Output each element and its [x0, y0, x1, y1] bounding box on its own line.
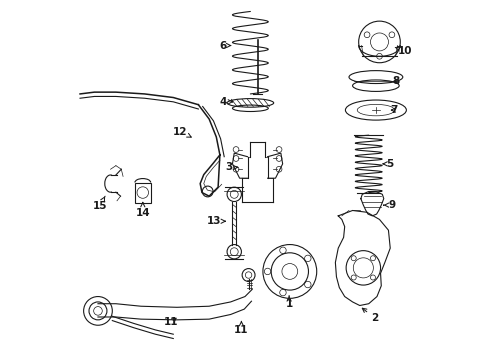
Bar — [135, 183, 151, 203]
Text: 9: 9 — [384, 200, 395, 210]
Text: 11: 11 — [164, 317, 179, 327]
Text: 7: 7 — [390, 105, 397, 115]
Text: 10: 10 — [395, 46, 413, 56]
Text: 12: 12 — [173, 127, 191, 137]
Text: 2: 2 — [362, 308, 378, 323]
Text: 8: 8 — [392, 76, 399, 86]
Text: 6: 6 — [220, 41, 231, 50]
Text: 14: 14 — [135, 203, 150, 218]
Text: 4: 4 — [220, 97, 233, 107]
Text: 3: 3 — [225, 162, 238, 172]
Text: 5: 5 — [383, 159, 394, 169]
Text: 13: 13 — [207, 216, 225, 226]
Text: 11: 11 — [234, 321, 248, 335]
Text: 1: 1 — [286, 296, 293, 309]
Text: 15: 15 — [93, 196, 107, 211]
